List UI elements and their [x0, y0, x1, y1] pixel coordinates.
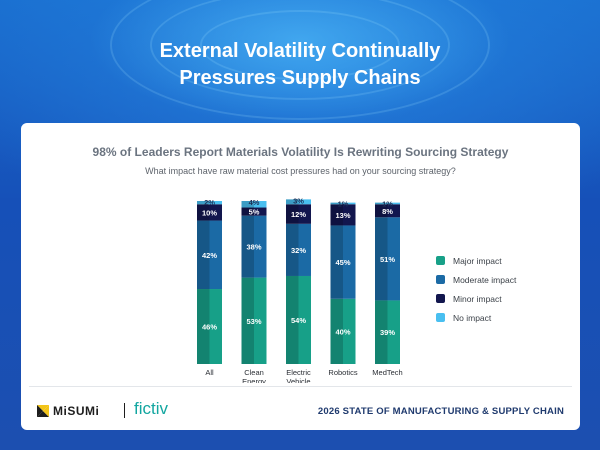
category-label: Electric [286, 368, 311, 377]
bar-segment [197, 204, 210, 221]
chart-legend: Major impact Moderate impact Minor impact N… [436, 251, 516, 327]
bar-segment [254, 207, 267, 216]
category-label: MedTech [372, 368, 402, 377]
bar-segment [387, 300, 400, 364]
bar-segment [209, 220, 222, 290]
data-label: 40% [335, 327, 350, 336]
data-label: 1% [338, 200, 349, 209]
data-label: 32% [291, 246, 306, 255]
bar-segment [209, 204, 222, 221]
bar-segment [286, 199, 299, 205]
bar-segment [343, 298, 356, 364]
bar-segment [241, 277, 254, 364]
data-label: 46% [202, 323, 217, 332]
data-label: 53% [246, 317, 261, 326]
chart-subtitle: What impact have raw material cost press… [145, 166, 456, 176]
data-label: 38% [246, 243, 261, 252]
report-label: 2026 STATE OF MANUFACTURING & SUPPLY CHA… [317, 406, 564, 417]
bar-segment [298, 275, 311, 364]
misumi-mark-icon [37, 405, 49, 417]
bar-segment [330, 204, 343, 226]
bar-segment [387, 217, 400, 301]
logo-divider [124, 403, 125, 418]
misumi-logo: MiSUMi [37, 404, 99, 418]
bar-segment [330, 298, 343, 364]
bar-segment [375, 202, 388, 205]
bar-segment [298, 223, 311, 276]
bar-segment [286, 223, 299, 276]
bar-segment [241, 201, 254, 208]
data-label: 8% [382, 207, 393, 216]
bar-segment [375, 217, 388, 301]
bar-segment [375, 300, 388, 364]
bar-segment [343, 202, 356, 205]
category-label: Clean [244, 368, 264, 377]
legend-label: Major impact [453, 255, 502, 266]
legend-item: No impact [436, 308, 516, 327]
bar-segment [375, 204, 388, 218]
data-label: 39% [380, 328, 395, 337]
data-label: 2% [204, 198, 215, 207]
bar-segment [286, 204, 299, 224]
data-label: 4% [249, 198, 260, 207]
data-label: 10% [202, 208, 217, 217]
fictiv-logo: fictiv [134, 399, 168, 418]
chart-title: 98% of Leaders Report Materials Volatili… [92, 145, 509, 159]
bar-segment [209, 289, 222, 364]
category-label: Robotics [328, 368, 357, 377]
legend-swatch [436, 275, 445, 284]
bar-segment [197, 220, 210, 290]
legend-label: No impact [453, 312, 492, 323]
page-headline: External Volatility Continually Pressure… [0, 38, 600, 92]
bar-segment [298, 204, 311, 224]
legend-label: Minor impact [453, 293, 502, 304]
background-ring [200, 10, 400, 80]
bar-segment [241, 207, 254, 216]
data-label: 12% [291, 210, 306, 219]
legend-swatch [436, 313, 445, 322]
bar-segment [241, 215, 254, 278]
category-label: Energy [242, 377, 266, 383]
bar-segment [197, 289, 210, 364]
bar-segment [343, 225, 356, 299]
bar-segment [286, 275, 299, 364]
bar-segment [387, 202, 400, 205]
headline-line-2: Pressures Supply Chains [179, 67, 421, 89]
headline-line-1: External Volatility Continually [159, 40, 441, 62]
category-label: All [205, 368, 214, 377]
legend-swatch [436, 294, 445, 303]
misumi-logo-text: MiSUMi [53, 404, 100, 418]
bar-segment [298, 199, 311, 205]
bar-segment [254, 215, 267, 278]
bar-segment [330, 225, 343, 299]
bar-segment [343, 204, 356, 226]
data-label: 3% [293, 196, 304, 205]
bar-segment [254, 201, 267, 208]
category-label: Vehicle [286, 377, 310, 383]
data-label: 45% [335, 258, 350, 267]
legend-item: Minor impact [436, 289, 516, 308]
data-label: 5% [249, 208, 260, 217]
bar-segment [209, 201, 222, 205]
data-label: 42% [202, 251, 217, 260]
legend-item: Moderate impact [436, 270, 516, 289]
data-label: 13% [335, 211, 350, 220]
footer-divider [29, 386, 572, 387]
data-label: 54% [291, 316, 306, 325]
chart-card: 98% of Leaders Report Materials Volatili… [21, 123, 580, 430]
legend-swatch [436, 256, 445, 265]
legend-label: Moderate impact [453, 274, 517, 285]
bar-segment [197, 201, 210, 205]
data-label: 1% [382, 200, 393, 209]
bar-segment [254, 277, 267, 364]
bar-segment [387, 204, 400, 218]
bar-segment [330, 202, 343, 205]
legend-item: Major impact [436, 251, 516, 270]
data-label: 51% [380, 255, 395, 264]
